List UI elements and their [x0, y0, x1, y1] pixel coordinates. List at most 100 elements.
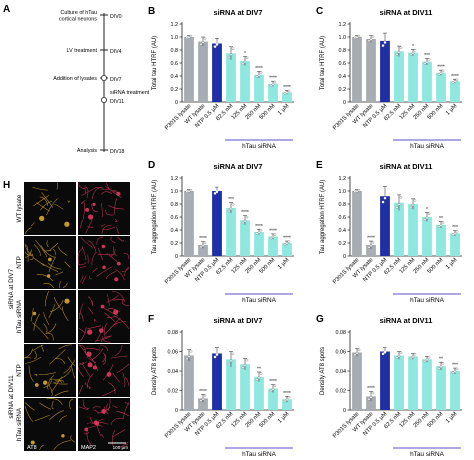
bar: [352, 352, 362, 410]
data-point: [189, 188, 193, 192]
micrograph-tile: [24, 236, 76, 289]
data-point: [217, 348, 221, 351]
data-point: [453, 80, 457, 83]
data-point: [227, 362, 231, 366]
y-tick-label: 0.2: [171, 87, 179, 93]
data-point: [231, 202, 235, 206]
cell-body: [64, 221, 70, 227]
data-point: [397, 354, 401, 358]
data-point: [451, 371, 455, 375]
significance-label: ****: [199, 389, 207, 395]
bar: [436, 366, 446, 410]
data-point: [285, 398, 289, 402]
data-point: [437, 367, 441, 370]
cell-body: [42, 380, 48, 385]
bar: [184, 355, 194, 410]
significance-label: *: [426, 207, 428, 213]
cell-body: [101, 244, 106, 249]
panel-label: D: [148, 160, 155, 171]
data-point: [189, 34, 193, 38]
chart-title: siRNA at DIV7: [213, 8, 262, 17]
data-point: [425, 216, 429, 220]
bar: [394, 202, 404, 256]
data-point: [213, 192, 217, 195]
y-tick-label: 1.2: [339, 22, 347, 28]
significance-label: *: [412, 44, 414, 50]
cell-body: [84, 427, 89, 432]
bar: [268, 388, 278, 410]
data-point: [255, 232, 259, 235]
data-point: [199, 245, 203, 249]
significance-label: ***: [452, 225, 458, 231]
significance-label: ***: [424, 53, 430, 59]
data-point: [287, 240, 291, 243]
cell-body: [101, 408, 106, 414]
y-tick-label: 0: [343, 408, 346, 414]
data-point: [423, 62, 427, 65]
timeline-step-text: Addition of lysates: [53, 76, 97, 82]
y-tick-label: 0.6: [171, 215, 179, 221]
y-axis-label: Total tau HTRF (AU): [152, 36, 158, 90]
y-tick-label: 1.0: [171, 35, 179, 41]
cell-body: [39, 215, 45, 221]
data-point: [371, 240, 375, 244]
data-point: [259, 228, 263, 232]
data-point: [383, 196, 387, 200]
timeline-day: DIV4: [110, 49, 122, 55]
data-point: [437, 225, 441, 229]
micrograph-tile: [78, 290, 130, 343]
data-point: [385, 188, 389, 191]
at8-neurites: [24, 239, 71, 289]
significance-label: ****: [283, 391, 291, 397]
data-point: [455, 78, 459, 82]
cell-body: [46, 274, 51, 278]
cell-body: [102, 265, 106, 270]
micro-group-label: siRNA at DIV7: [8, 268, 15, 309]
data-point: [259, 71, 263, 74]
bar: [226, 359, 236, 410]
y-tick-label: 0.4: [171, 74, 179, 80]
y-tick-label: 1.2: [339, 176, 347, 182]
data-point: [411, 203, 415, 207]
bar: [380, 196, 390, 256]
bar: [436, 72, 446, 102]
data-point: [201, 244, 205, 247]
data-point: [273, 80, 277, 84]
data-point: [271, 83, 275, 86]
data-point: [367, 39, 371, 43]
cell-body: [114, 277, 119, 282]
data-point: [369, 396, 373, 399]
data-point: [397, 202, 401, 206]
significance-label: ****: [283, 85, 291, 91]
bar: [198, 41, 208, 102]
timeline-panel: A DIV0 Culture of hTau cortical neurons DIV…: [3, 4, 150, 155]
cell-body: [87, 329, 93, 335]
data-point: [453, 370, 457, 373]
data-point: [201, 397, 205, 401]
data-point: [383, 41, 387, 44]
data-point: [201, 41, 205, 44]
significance-label: ****: [269, 379, 277, 385]
data-point: [451, 233, 455, 237]
data-point: [413, 49, 417, 52]
data-point: [245, 56, 249, 60]
y-tick-label: 0: [343, 100, 346, 106]
scale-bar-label: 100 µm: [113, 445, 129, 450]
x-tick-label: 500 nM: [258, 103, 276, 121]
bar: [422, 217, 432, 256]
bar: [352, 37, 362, 102]
data-point: [241, 366, 245, 369]
y-tick-label: 0.6: [339, 215, 347, 221]
y-tick-label: 0.06: [336, 350, 347, 356]
data-point: [367, 246, 371, 249]
data-point: [413, 353, 417, 356]
map2-neurites: [78, 290, 130, 343]
at8-neurites: [24, 344, 76, 397]
data-point: [287, 89, 291, 93]
channel-label: MAP2: [81, 445, 96, 451]
data-point: [371, 35, 375, 38]
micro-row-label: NTP: [16, 256, 23, 269]
data-point: [285, 242, 289, 245]
